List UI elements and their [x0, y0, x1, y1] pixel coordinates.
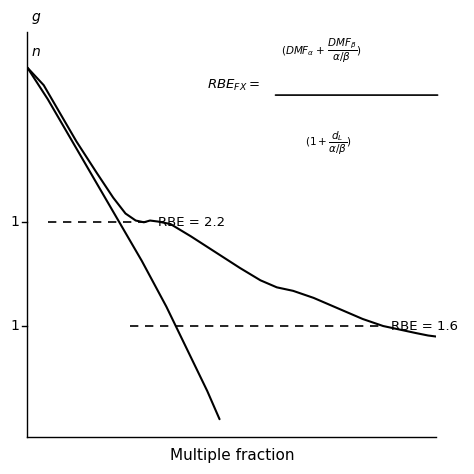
Text: 1: 1	[10, 319, 19, 333]
Text: n: n	[31, 45, 40, 59]
Text: RBE = 2.2: RBE = 2.2	[158, 216, 225, 229]
Text: RBE = 1.6: RBE = 1.6	[392, 319, 458, 333]
X-axis label: Multiple fraction: Multiple fraction	[170, 448, 294, 463]
Text: 1: 1	[10, 215, 19, 229]
Text: $RBE_{FX}=$: $RBE_{FX}=$	[207, 77, 260, 92]
Text: $(DMF_{\alpha}+\,\dfrac{DMF_{\beta}}{\alpha/\beta})$: $(DMF_{\alpha}+\,\dfrac{DMF_{\beta}}{\al…	[281, 36, 362, 65]
Text: $(1+\dfrac{d_{L}}{\alpha/\beta})$: $(1+\dfrac{d_{L}}{\alpha/\beta})$	[305, 129, 352, 156]
Text: g: g	[31, 10, 40, 24]
